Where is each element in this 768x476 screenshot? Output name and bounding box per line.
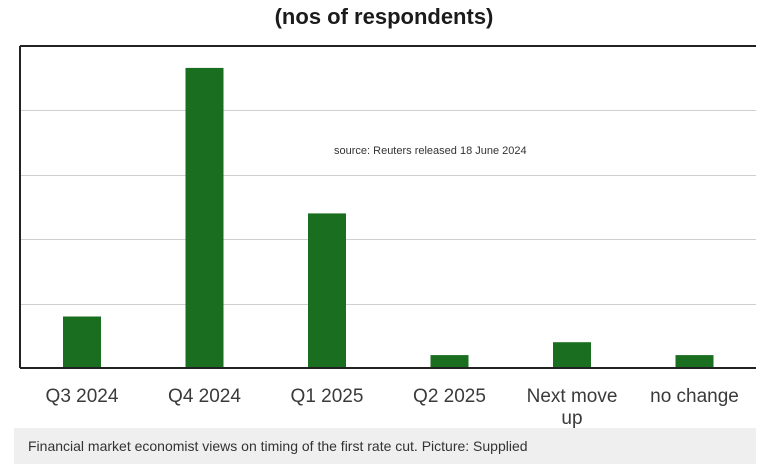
x-tick-label-next-move-up: Next move up — [527, 386, 618, 429]
x-tick-label-q2-2025: Q2 2025 — [413, 386, 486, 407]
chart-title: (nos of respondents) — [274, 4, 494, 29]
x-tick-label-q1-2025: Q1 2025 — [291, 386, 364, 407]
bar-no-change — [675, 355, 714, 368]
x-tick-label-q4-2024: Q4 2024 — [168, 386, 241, 407]
bar-next-move-up — [553, 342, 591, 368]
bar-chart: (nos of respondents) Q3 2024 Q4 2024 Q1 20… — [19, 4, 756, 429]
source-annotation: source: Reuters released 18 June 2024 — [334, 145, 527, 157]
bar-q3-2024 — [63, 316, 101, 368]
image-caption: Financial market economist views on timi… — [14, 428, 756, 464]
gridlines — [20, 110, 756, 305]
plot-frame — [19, 45, 756, 369]
chart-canvas: Q3 2024 Q4 2024 Q1 2025 Q2 2025 Next move up n… — [19, 45, 756, 429]
x-axis-labels: Q3 2024 Q4 2024 Q1 2025 Q2 2025 Next move up n… — [46, 386, 739, 429]
bars — [63, 67, 714, 369]
bar-q1-2025 — [308, 213, 346, 368]
x-tick-label-no-change: no change — [650, 386, 739, 407]
x-tick-label-q3-2024: Q3 2024 — [46, 386, 119, 407]
bar-q2-2025 — [430, 355, 469, 368]
bar-q4-2024 — [185, 67, 224, 369]
